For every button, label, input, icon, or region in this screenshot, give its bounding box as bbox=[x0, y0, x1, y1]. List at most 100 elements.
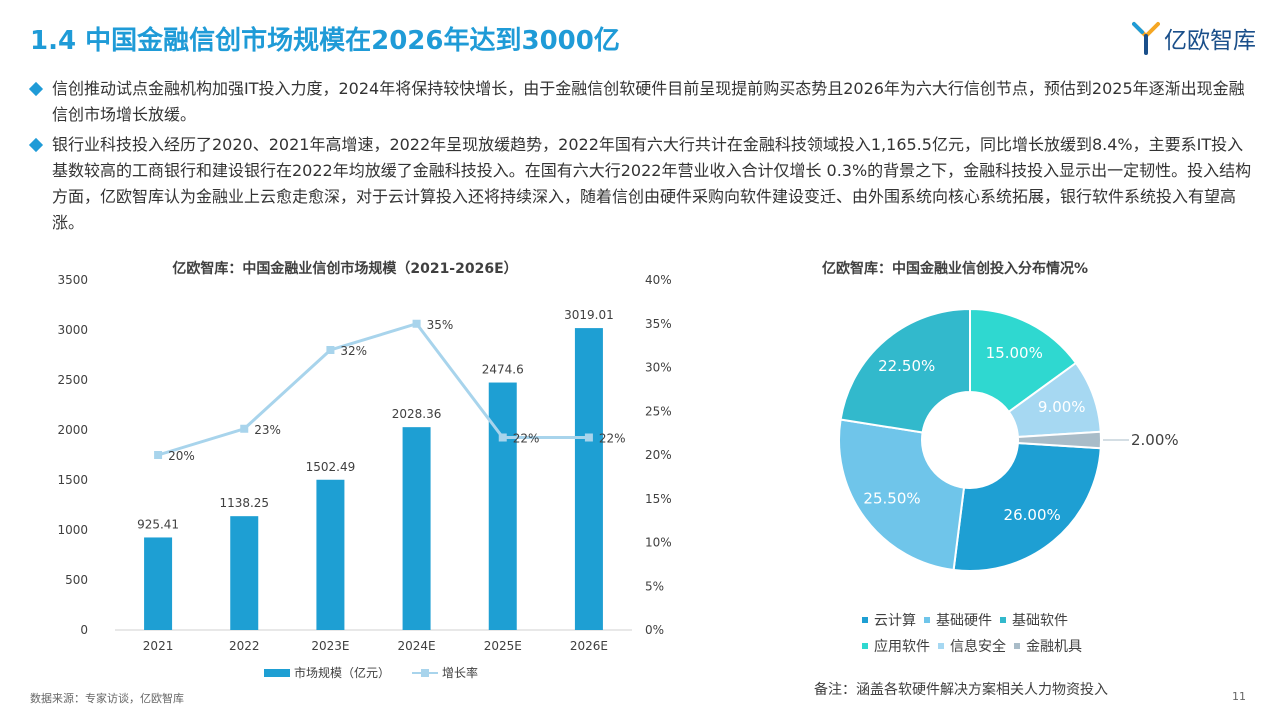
legend-label: 金融机具 bbox=[1026, 639, 1082, 655]
y-right-tick-label: 30% bbox=[645, 361, 672, 375]
growth-rate-point bbox=[154, 451, 163, 459]
legend-dot-icon bbox=[924, 617, 930, 623]
growth-rate-label: 35% bbox=[427, 318, 454, 332]
donut-slice bbox=[969, 307, 1078, 414]
y-right-tick-label: 0% bbox=[645, 623, 664, 637]
bar-market-size bbox=[230, 516, 259, 630]
y-left-tick-label: 2500 bbox=[57, 373, 88, 387]
y-left-tick-label: 500 bbox=[65, 573, 88, 587]
legend-dot-icon bbox=[862, 617, 868, 623]
growth-rate-label: 20% bbox=[168, 449, 195, 463]
line-swatch-icon bbox=[412, 668, 439, 677]
bar-data-label: 925.41 bbox=[137, 517, 179, 531]
donut-slice-label: 25.50% bbox=[863, 490, 920, 508]
bar-data-label: 3019.01 bbox=[564, 308, 614, 322]
growth-rate-label: 32% bbox=[340, 344, 367, 358]
bullet-item: 银行业科技投入经历了2020、2021年高增速，2022年呈现放缓趋势，2022… bbox=[28, 132, 1258, 236]
donut-slice-label: 2.00% bbox=[1131, 431, 1179, 449]
page-title: 1.4 中国金融信创市场规模在2026年达到3000亿 bbox=[30, 26, 620, 56]
y-right-tick-label: 35% bbox=[645, 317, 672, 331]
legend-label: 增长率 bbox=[442, 666, 479, 680]
legend-item-cloud: 云计算 bbox=[862, 610, 916, 630]
page-number: 11 bbox=[1232, 690, 1246, 703]
bar-data-label: 1502.49 bbox=[306, 460, 356, 474]
bar-market-size bbox=[488, 382, 517, 630]
legend-label: 应用软件 bbox=[874, 639, 930, 655]
bar-swatch-icon bbox=[264, 668, 290, 677]
donut-slice bbox=[839, 307, 971, 434]
y-left-tick-label: 0 bbox=[80, 623, 88, 637]
legend-dot-icon bbox=[1000, 617, 1006, 623]
growth-rate-line bbox=[157, 322, 589, 457]
donut-slice-label: 26.00% bbox=[1004, 506, 1061, 524]
market-size-legend: 市场规模（亿元） 增长率 bbox=[264, 664, 500, 681]
y-left-tick-label: 1500 bbox=[57, 473, 88, 487]
logo-text: 亿欧智库 bbox=[1164, 28, 1256, 54]
legend-item-hardware: 基础硬件 bbox=[924, 610, 992, 630]
market-size-chart-title: 亿欧智库：中国金融业信创市场规模（2021-2026E） bbox=[172, 261, 518, 277]
growth-rate-point bbox=[584, 433, 593, 442]
bar-data-label: 2028.36 bbox=[392, 407, 442, 421]
donut-slice-label: 9.00% bbox=[1038, 398, 1086, 416]
distribution-chart-title: 亿欧智库：中国金融业信创投入分布情况% bbox=[821, 261, 1089, 277]
y-right-tick-label: 15% bbox=[645, 492, 672, 506]
logo-mark-icon bbox=[1132, 22, 1160, 55]
growth-rate-point bbox=[412, 319, 421, 328]
legend-label: 信息安全 bbox=[950, 639, 1006, 655]
logo: 亿欧智库 bbox=[1132, 18, 1256, 58]
x-tick-label: 2024E bbox=[398, 639, 436, 653]
legend-label: 云计算 bbox=[874, 613, 916, 629]
x-tick-label: 2025E bbox=[484, 639, 522, 653]
growth-rate-point bbox=[498, 433, 507, 442]
y-right-tick-label: 5% bbox=[645, 579, 664, 593]
legend-item-app-software: 应用软件 bbox=[862, 636, 930, 656]
bar-market-size bbox=[144, 537, 173, 630]
y-right-tick-label: 40% bbox=[645, 273, 672, 287]
legend-dot-icon bbox=[938, 643, 944, 649]
legend-item-base-software: 基础软件 bbox=[1000, 610, 1068, 630]
bullet-item: 信创推动试点金融机构加强IT投入力度，2024年将保持较快增长，由于金融信创软硬… bbox=[28, 76, 1258, 128]
x-tick-label: 2022 bbox=[229, 639, 260, 653]
donut-slice-label: 22.50% bbox=[878, 357, 935, 375]
legend-label: 基础软件 bbox=[1012, 613, 1068, 629]
growth-rate-label: 23% bbox=[254, 423, 281, 437]
legend-dot-icon bbox=[862, 643, 868, 649]
legend-item-market-size: 市场规模（亿元） bbox=[264, 664, 390, 681]
bullet-text: 信创推动试点金融机构加强IT投入力度，2024年将保持较快增长，由于金融信创软硬… bbox=[52, 79, 1245, 124]
growth-rate-label: 22% bbox=[513, 432, 540, 446]
bullet-text: 银行业科技投入经历了2020、2021年高增速，2022年呈现放缓趋势，2022… bbox=[52, 135, 1252, 232]
y-left-tick-label: 1000 bbox=[57, 523, 88, 537]
legend-item-growth-rate: 增长率 bbox=[412, 664, 478, 681]
footnote: 备注：涵盖各软硬件解决方案相关人力物资投入 bbox=[814, 682, 1108, 698]
donut-slice bbox=[952, 441, 1102, 572]
bar-market-size bbox=[402, 427, 431, 630]
legend-label: 基础硬件 bbox=[936, 613, 992, 629]
legend-item-machines: 金融机具 bbox=[1014, 636, 1082, 656]
donut-slice bbox=[1016, 430, 1102, 450]
bar-market-size bbox=[316, 479, 345, 630]
data-source: 数据来源：专家访谈，亿欧智库 bbox=[30, 692, 184, 705]
distribution-legend: 云计算 基础硬件 基础软件 应用软件 信息安全 金融机具 bbox=[862, 610, 1112, 662]
growth-rate-point bbox=[240, 424, 249, 433]
y-left-tick-label: 2000 bbox=[57, 423, 88, 437]
bar-market-size bbox=[574, 328, 603, 630]
donut-slice-label: 15.00% bbox=[986, 344, 1043, 362]
growth-rate-label: 22% bbox=[599, 432, 626, 446]
y-left-tick-label: 3500 bbox=[57, 273, 88, 287]
donut-slice bbox=[838, 418, 966, 572]
y-left-tick-label: 3000 bbox=[57, 323, 88, 337]
x-tick-label: 2021 bbox=[143, 639, 174, 653]
legend-item-security: 信息安全 bbox=[938, 636, 1006, 656]
growth-rate-point bbox=[326, 346, 335, 354]
y-right-tick-label: 20% bbox=[645, 448, 672, 462]
x-tick-label: 2023E bbox=[311, 639, 349, 653]
bullet-list: 信创推动试点金融机构加强IT投入力度，2024年将保持较快增长，由于金融信创软硬… bbox=[28, 76, 1258, 240]
legend-label: 市场规模（亿元） bbox=[294, 666, 391, 680]
y-right-tick-label: 10% bbox=[645, 536, 672, 550]
y-right-tick-label: 25% bbox=[645, 404, 672, 418]
legend-dot-icon bbox=[1014, 643, 1020, 649]
bar-data-label: 1138.25 bbox=[219, 496, 269, 510]
x-tick-label: 2026E bbox=[570, 639, 608, 653]
bar-data-label: 2474.6 bbox=[482, 363, 524, 377]
